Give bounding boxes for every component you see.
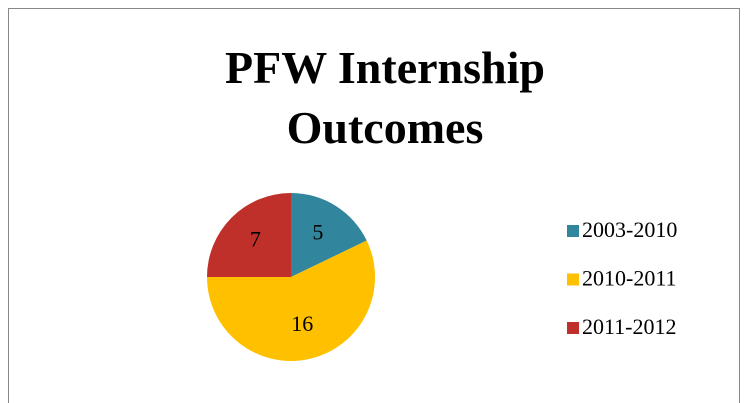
chart-border bbox=[8, 8, 740, 403]
legend-swatch bbox=[567, 322, 579, 334]
legend-label: 2011-2012 bbox=[582, 314, 677, 339]
data-label: 16 bbox=[291, 311, 313, 336]
legend-swatch bbox=[567, 225, 579, 237]
legend-label: 2010-2011 bbox=[582, 266, 677, 291]
pie-slice bbox=[207, 240, 375, 361]
pie-slice bbox=[207, 193, 291, 277]
legend-label: 2003-2010 bbox=[582, 217, 677, 242]
pie-slice bbox=[291, 193, 367, 277]
data-label: 5 bbox=[312, 219, 323, 244]
legend-swatch bbox=[567, 273, 579, 286]
data-label: 7 bbox=[250, 226, 261, 251]
chart-title: PFW Internship Outcomes bbox=[225, 42, 545, 153]
